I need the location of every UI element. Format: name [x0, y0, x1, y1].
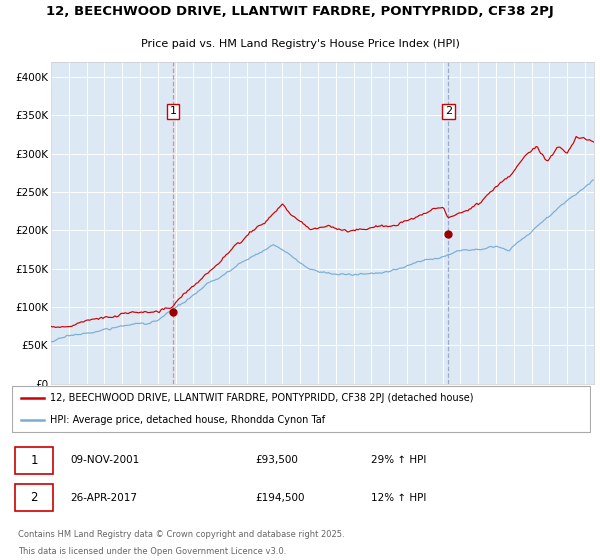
Text: This data is licensed under the Open Government Licence v3.0.: This data is licensed under the Open Gov…	[18, 547, 286, 556]
Text: 12% ↑ HPI: 12% ↑ HPI	[371, 493, 427, 502]
Text: Contains HM Land Registry data © Crown copyright and database right 2025.: Contains HM Land Registry data © Crown c…	[18, 530, 344, 539]
Text: £194,500: £194,500	[255, 493, 305, 502]
Text: 1: 1	[30, 454, 38, 466]
FancyBboxPatch shape	[12, 386, 590, 432]
Text: 2: 2	[30, 491, 38, 504]
Text: Price paid vs. HM Land Registry's House Price Index (HPI): Price paid vs. HM Land Registry's House …	[140, 39, 460, 49]
FancyBboxPatch shape	[15, 484, 53, 511]
Text: 12, BEECHWOOD DRIVE, LLANTWIT FARDRE, PONTYPRIDD, CF38 2PJ (detached house): 12, BEECHWOOD DRIVE, LLANTWIT FARDRE, PO…	[50, 393, 473, 403]
Text: HPI: Average price, detached house, Rhondda Cynon Taf: HPI: Average price, detached house, Rhon…	[50, 415, 325, 425]
Text: 2: 2	[445, 106, 452, 116]
FancyBboxPatch shape	[15, 447, 53, 474]
Text: 1: 1	[170, 106, 176, 116]
Text: 29% ↑ HPI: 29% ↑ HPI	[371, 455, 427, 465]
Text: 09-NOV-2001: 09-NOV-2001	[70, 455, 139, 465]
Text: £93,500: £93,500	[255, 455, 298, 465]
Text: 12, BEECHWOOD DRIVE, LLANTWIT FARDRE, PONTYPRIDD, CF38 2PJ: 12, BEECHWOOD DRIVE, LLANTWIT FARDRE, PO…	[46, 5, 554, 18]
Text: 26-APR-2017: 26-APR-2017	[70, 493, 137, 502]
